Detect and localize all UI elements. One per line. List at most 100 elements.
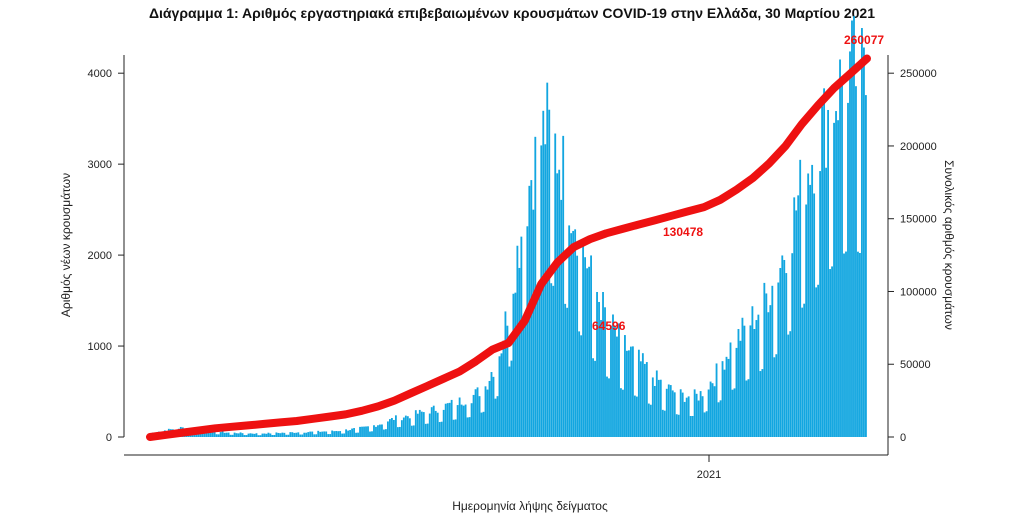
daily-bar — [677, 414, 680, 437]
daily-bar — [639, 361, 642, 437]
daily-bar — [510, 360, 513, 437]
daily-bar — [771, 285, 774, 437]
daily-bar — [490, 372, 493, 437]
daily-bar — [811, 164, 814, 438]
daily-bar — [803, 303, 806, 437]
daily-bar — [281, 432, 284, 437]
daily-bar — [641, 353, 644, 437]
daily-bar — [480, 412, 483, 437]
daily-bar — [325, 431, 328, 437]
daily-bar — [327, 434, 330, 437]
daily-bar — [614, 325, 616, 437]
daily-bar — [478, 396, 481, 437]
daily-bar — [739, 340, 742, 437]
daily-bar — [647, 403, 650, 437]
daily-bar — [839, 59, 841, 438]
daily-bar — [697, 400, 700, 437]
daily-bar — [261, 433, 264, 437]
y-right-tick-label: 150000 — [900, 214, 937, 226]
daily-bar — [408, 418, 411, 437]
daily-bar — [624, 335, 626, 437]
daily-bar — [267, 432, 270, 437]
daily-bar — [797, 195, 800, 437]
daily-bar — [769, 305, 772, 437]
daily-bar — [633, 395, 636, 437]
daily-bar — [400, 420, 403, 437]
daily-bar — [448, 402, 451, 437]
daily-bar — [779, 268, 782, 437]
daily-bar — [385, 429, 387, 437]
daily-bar — [661, 409, 664, 437]
daily-bar — [472, 394, 475, 437]
daily-bar — [789, 331, 792, 437]
daily-bar — [512, 293, 515, 437]
daily-bar — [496, 396, 499, 437]
daily-bar — [259, 435, 262, 437]
daily-bar — [865, 95, 867, 437]
daily-bar — [223, 432, 226, 437]
daily-bar — [233, 432, 236, 437]
daily-bar — [307, 432, 310, 437]
daily-bar — [319, 431, 322, 437]
daily-bar — [554, 133, 557, 437]
daily-bar — [568, 225, 571, 437]
daily-bar — [665, 388, 668, 437]
daily-bar — [406, 416, 409, 437]
daily-bar — [255, 433, 258, 437]
y-right-tick-label: 100000 — [900, 286, 937, 298]
daily-bar — [412, 425, 415, 437]
y-left-axis-label: Αριθμός νέων κρουσμάτων — [59, 173, 73, 317]
daily-bar — [215, 434, 218, 437]
daily-bar — [293, 432, 296, 437]
daily-bar — [807, 173, 810, 438]
daily-bar — [584, 257, 587, 437]
daily-bar — [420, 411, 423, 437]
daily-bar — [532, 209, 535, 437]
daily-bar — [231, 434, 234, 437]
daily-bar — [341, 433, 344, 437]
daily-bar — [474, 389, 477, 437]
daily-bar — [416, 413, 419, 437]
daily-bar — [522, 325, 525, 437]
daily-bar — [363, 426, 365, 437]
daily-bar — [582, 239, 585, 437]
daily-bar — [629, 346, 632, 437]
daily-bar — [767, 312, 770, 437]
daily-bar — [450, 399, 453, 437]
daily-bar — [616, 336, 618, 437]
daily-bar — [361, 426, 363, 437]
cumulative-line — [146, 54, 871, 441]
daily-bar — [468, 417, 471, 437]
daily-bar — [462, 405, 465, 437]
daily-bar — [556, 173, 559, 437]
daily-bar — [251, 433, 254, 437]
daily-bar — [602, 292, 604, 437]
daily-bar — [295, 432, 298, 437]
daily-bar — [542, 110, 545, 438]
daily-bar — [402, 417, 405, 437]
daily-bar — [500, 353, 503, 437]
daily-bar — [669, 385, 672, 437]
daily-bar — [562, 135, 565, 437]
daily-bar — [685, 397, 688, 437]
daily-bar — [534, 136, 537, 437]
daily-bar — [225, 432, 228, 437]
daily-bar — [331, 430, 334, 437]
daily-bar — [751, 306, 754, 437]
daily-bar — [673, 392, 676, 437]
daily-bar — [392, 419, 395, 437]
y-right-axis-label: Συνολικός αριθμός κρουσμάτων — [942, 160, 956, 330]
daily-bar — [436, 412, 439, 437]
daily-bar — [725, 356, 728, 437]
daily-bar — [781, 255, 784, 437]
daily-bar — [438, 422, 441, 437]
daily-bar — [323, 431, 326, 437]
daily-bar — [578, 331, 581, 437]
daily-bar — [729, 342, 732, 437]
daily-bar — [691, 415, 694, 437]
daily-bar — [456, 405, 459, 437]
daily-bar — [369, 431, 371, 437]
daily-bar — [699, 391, 702, 437]
daily-bar — [787, 334, 790, 437]
